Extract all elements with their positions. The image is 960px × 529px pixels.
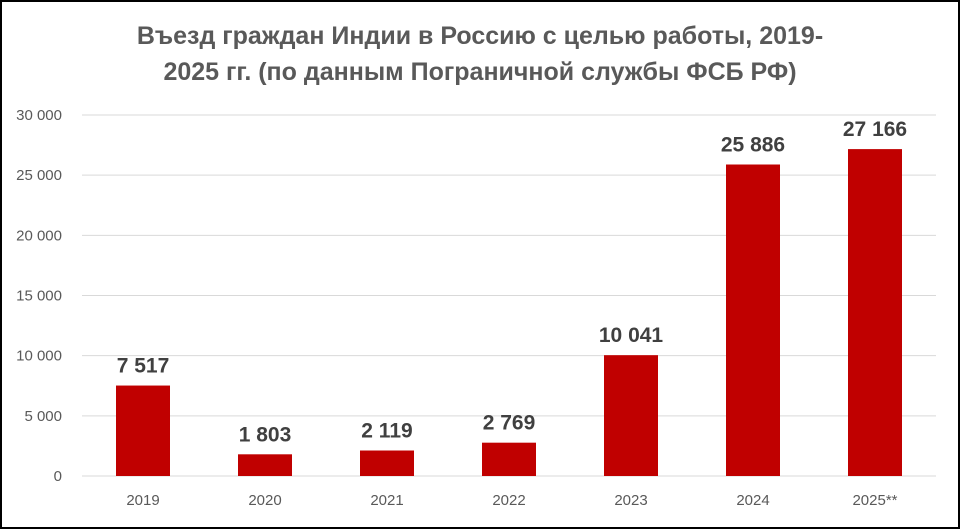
data-label: 25 886 xyxy=(721,134,785,157)
chart-title-line-1: Въезд граждан Индии в Россию с целью раб… xyxy=(136,22,824,50)
x-tick-label: 2025** xyxy=(852,492,897,509)
chart-title-line-2: 2025 гг. (по данным Пограничной службы Ф… xyxy=(163,58,797,86)
x-tick-label: 2024 xyxy=(736,492,769,509)
x-tick-label: 2021 xyxy=(370,492,403,509)
y-tick-label: 15 000 xyxy=(16,288,62,305)
data-labels: 7 517 1 803 2 119 2 769 10 041 25 886 27 166 xyxy=(117,118,907,446)
bar-2024 xyxy=(726,164,780,476)
data-label: 2 769 xyxy=(483,412,536,435)
y-axis-ticks: 0 5 000 10 000 15 000 20 000 25 000 30 000 xyxy=(16,107,62,485)
bar-2021 xyxy=(360,450,414,476)
data-label: 27 166 xyxy=(843,118,907,141)
bars xyxy=(116,149,902,476)
y-tick-label: 30 000 xyxy=(16,107,62,124)
bar-2019 xyxy=(116,385,170,476)
data-label: 10 041 xyxy=(599,324,664,347)
bar-2020 xyxy=(238,454,292,476)
y-tick-label: 0 xyxy=(54,468,62,485)
chart-title: Въезд граждан Индии в Россию с целью раб… xyxy=(0,18,960,90)
x-tick-label: 2022 xyxy=(492,492,525,509)
x-tick-label: 2023 xyxy=(614,492,647,509)
y-tick-label: 25 000 xyxy=(16,167,62,184)
data-label: 1 803 xyxy=(239,423,292,446)
bar-2023 xyxy=(604,355,658,476)
y-tick-label: 5 000 xyxy=(24,408,62,425)
gridlines xyxy=(82,114,936,477)
y-tick-label: 20 000 xyxy=(16,227,62,244)
x-tick-label: 2019 xyxy=(126,492,159,509)
bar-2025** xyxy=(848,149,902,476)
x-axis-ticks: 2019 2020 2021 2022 2023 2024 2025** xyxy=(126,492,897,509)
x-tick-label: 2020 xyxy=(248,492,281,509)
bar-2022 xyxy=(482,442,536,476)
y-tick-label: 10 000 xyxy=(16,348,62,365)
data-label: 2 119 xyxy=(361,420,412,443)
data-label: 7 517 xyxy=(117,355,170,378)
